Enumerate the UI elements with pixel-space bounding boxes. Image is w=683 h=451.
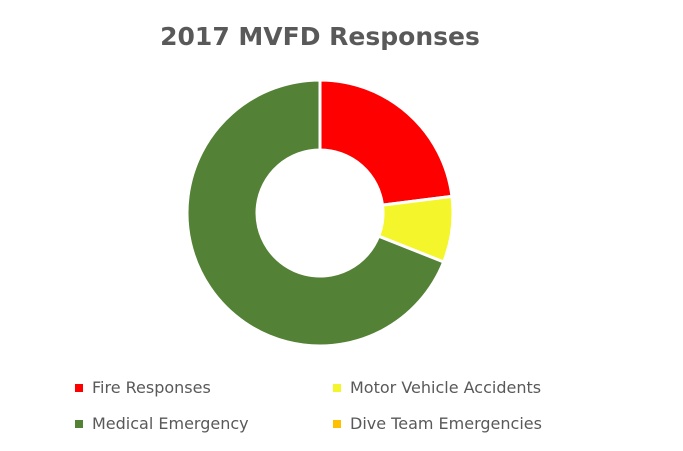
donut-slices [185, 78, 455, 348]
slice-fire-responses [318, 78, 454, 207]
chart-title: 2017 MVFD Responses [160, 22, 480, 51]
slice-medical-emergency [185, 78, 446, 348]
